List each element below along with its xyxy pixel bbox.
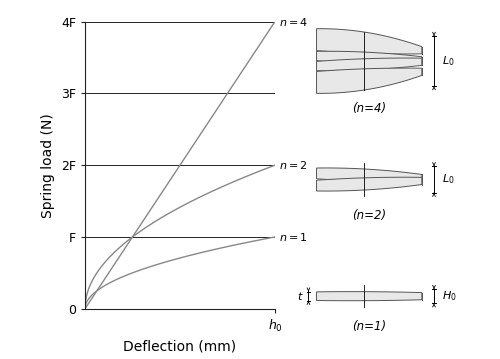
Text: (n=1): (n=1) xyxy=(352,320,386,332)
Polygon shape xyxy=(316,292,422,301)
Text: (n=2): (n=2) xyxy=(352,209,386,222)
Polygon shape xyxy=(316,58,422,71)
Text: $n=2$: $n=2$ xyxy=(279,159,308,171)
Polygon shape xyxy=(316,29,422,54)
Text: $H_0$: $H_0$ xyxy=(442,289,457,303)
Y-axis label: Spring load (N): Spring load (N) xyxy=(42,113,56,218)
Text: (n=4): (n=4) xyxy=(352,102,386,115)
Text: $n=1$: $n=1$ xyxy=(279,231,308,243)
Text: $L_0$: $L_0$ xyxy=(442,54,454,68)
X-axis label: Deflection (mm): Deflection (mm) xyxy=(124,339,236,353)
Polygon shape xyxy=(316,168,422,182)
Polygon shape xyxy=(316,177,422,191)
Polygon shape xyxy=(316,68,422,93)
Text: $L_0$: $L_0$ xyxy=(442,173,454,186)
Text: $n=4$: $n=4$ xyxy=(279,15,308,28)
Text: $t$: $t$ xyxy=(296,290,304,302)
Polygon shape xyxy=(316,51,422,64)
